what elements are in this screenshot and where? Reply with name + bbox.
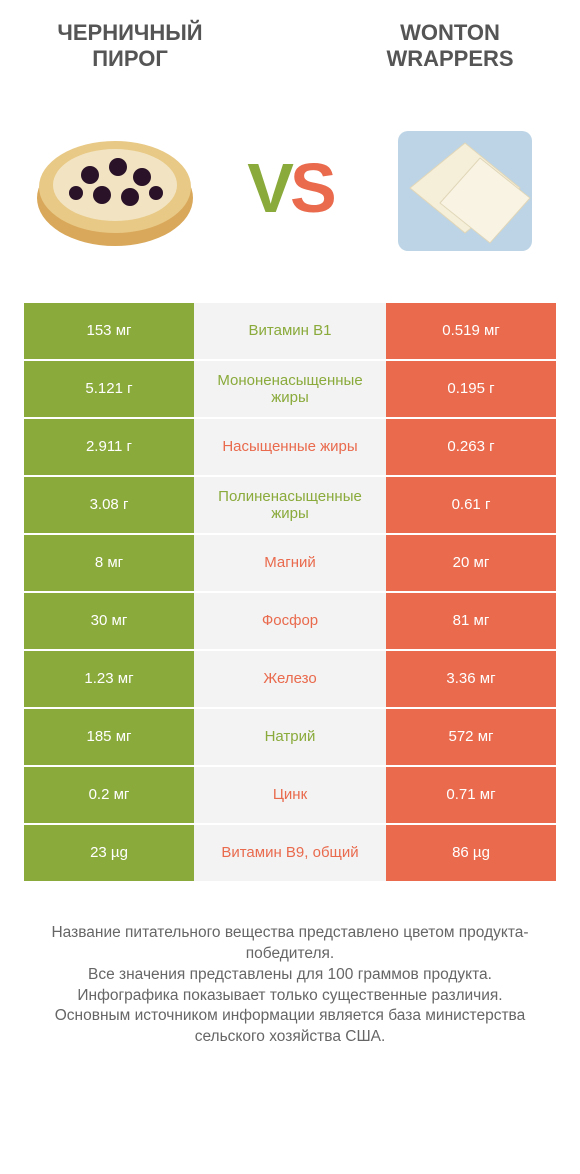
cell-nutrient: Фосфор bbox=[194, 593, 386, 649]
vs-v: V bbox=[247, 149, 290, 227]
footer: Название питательного вещества представл… bbox=[0, 883, 580, 1049]
cell-nutrient: Витамин B9, общий bbox=[194, 825, 386, 881]
cell-nutrient: Полиненасыщенные жиры bbox=[194, 477, 386, 533]
table-row: 0.2 мгЦинк0.71 мг bbox=[24, 767, 556, 823]
cell-nutrient: Витамин B1 bbox=[194, 303, 386, 359]
header: ЧЕРНИЧНЫЙ ПИРОГ WONTON WRAPPERS bbox=[0, 0, 580, 83]
table-row: 2.911 гНасыщенные жиры0.263 г bbox=[24, 419, 556, 475]
table-row: 5.121 гМононенасыщенные жиры0.195 г bbox=[24, 361, 556, 417]
cell-left: 1.23 мг bbox=[24, 651, 194, 707]
cell-left: 30 мг bbox=[24, 593, 194, 649]
cell-right: 0.71 мг bbox=[386, 767, 556, 823]
wonton-image bbox=[380, 103, 550, 273]
vs-label: VS bbox=[247, 148, 332, 228]
cell-nutrient: Магний bbox=[194, 535, 386, 591]
comparison-table: 153 мгВитамин B10.519 мг5.121 гМононенас… bbox=[0, 303, 580, 881]
cell-left: 185 мг bbox=[24, 709, 194, 765]
cell-left: 5.121 г bbox=[24, 361, 194, 417]
cell-left: 8 мг bbox=[24, 535, 194, 591]
cell-right: 572 мг bbox=[386, 709, 556, 765]
cell-nutrient: Цинк bbox=[194, 767, 386, 823]
wonton-icon bbox=[380, 103, 550, 273]
table-row: 8 мгМагний20 мг bbox=[24, 535, 556, 591]
cell-right: 81 мг bbox=[386, 593, 556, 649]
cell-left: 23 µg bbox=[24, 825, 194, 881]
cell-right: 20 мг bbox=[386, 535, 556, 591]
footer-line2: Все значения представлены для 100 граммо… bbox=[24, 965, 556, 986]
footer-line3: Инфографика показывает только существенн… bbox=[24, 986, 556, 1007]
cell-right: 0.195 г bbox=[386, 361, 556, 417]
table-row: 3.08 гПолиненасыщенные жиры0.61 г bbox=[24, 477, 556, 533]
pie-image bbox=[30, 103, 200, 273]
cell-nutrient: Насыщенные жиры bbox=[194, 419, 386, 475]
cell-left: 0.2 мг bbox=[24, 767, 194, 823]
pie-icon bbox=[30, 103, 200, 273]
footer-line4: Основным источником информации является … bbox=[24, 1006, 556, 1048]
right-title: WONTON WRAPPERS bbox=[350, 20, 550, 73]
table-row: 1.23 мгЖелезо3.36 мг bbox=[24, 651, 556, 707]
cell-right: 0.263 г bbox=[386, 419, 556, 475]
cell-right: 86 µg bbox=[386, 825, 556, 881]
footer-line1: Название питательного вещества представл… bbox=[24, 923, 556, 965]
left-title: ЧЕРНИЧНЫЙ ПИРОГ bbox=[30, 20, 230, 73]
table-row: 23 µgВитамин B9, общий86 µg bbox=[24, 825, 556, 881]
cell-left: 153 мг bbox=[24, 303, 194, 359]
cell-right: 0.519 мг bbox=[386, 303, 556, 359]
cell-left: 3.08 г bbox=[24, 477, 194, 533]
cell-nutrient: Железо bbox=[194, 651, 386, 707]
cell-right: 3.36 мг bbox=[386, 651, 556, 707]
cell-right: 0.61 г bbox=[386, 477, 556, 533]
table-row: 30 мгФосфор81 мг bbox=[24, 593, 556, 649]
cell-nutrient: Натрий bbox=[194, 709, 386, 765]
cell-nutrient: Мононенасыщенные жиры bbox=[194, 361, 386, 417]
cell-left: 2.911 г bbox=[24, 419, 194, 475]
table-row: 153 мгВитамин B10.519 мг bbox=[24, 303, 556, 359]
images-row: VS bbox=[0, 83, 580, 303]
table-row: 185 мгНатрий572 мг bbox=[24, 709, 556, 765]
vs-s: S bbox=[290, 149, 333, 227]
